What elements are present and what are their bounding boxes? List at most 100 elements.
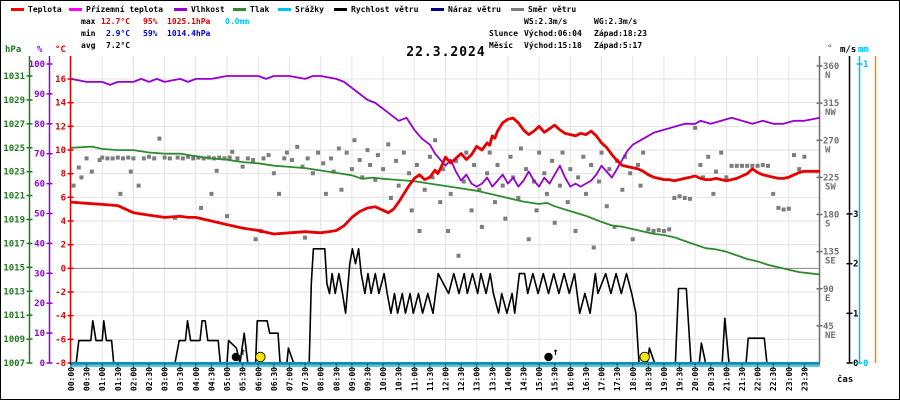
svg-text:16: 16 xyxy=(55,75,66,85)
svg-text:14: 14 xyxy=(55,99,66,109)
svg-text:05:30: 05:30 xyxy=(239,367,248,391)
svg-text:1009: 1009 xyxy=(3,335,25,345)
svg-text:04:30: 04:30 xyxy=(207,367,216,391)
legend-swatch xyxy=(233,8,246,11)
sunrise-icon xyxy=(255,351,266,363)
wind-direction-scatter xyxy=(71,125,807,258)
svg-text:02:00: 02:00 xyxy=(129,367,138,391)
svg-text:60: 60 xyxy=(34,180,45,190)
stat-value: avg xyxy=(81,41,96,50)
svg-text:09:30: 09:30 xyxy=(363,367,372,391)
stat-value: 59% xyxy=(143,29,158,38)
legend-swatch xyxy=(431,8,444,11)
legend-label: Tlak xyxy=(250,5,270,14)
stat-value: 7.2°C xyxy=(106,41,131,50)
svg-text:10: 10 xyxy=(55,146,66,156)
svg-text:↑: ↑ xyxy=(552,347,558,358)
svg-text:05:00: 05:00 xyxy=(223,367,232,391)
svg-text:1031: 1031 xyxy=(3,72,25,82)
svg-text:mm: mm xyxy=(858,45,869,55)
legend-item-2: Vlhkost xyxy=(174,5,225,15)
svg-text:90: 90 xyxy=(34,90,45,100)
legend-swatch xyxy=(511,8,524,11)
svg-text:1027: 1027 xyxy=(3,120,25,130)
svg-text:m/s: m/s xyxy=(840,45,856,55)
svg-text:09:00: 09:00 xyxy=(348,367,357,391)
astro-markers: ↑ ↑ xyxy=(231,347,651,363)
astro-value: Slunce xyxy=(489,29,518,38)
stat-value: min xyxy=(81,29,96,38)
svg-text:1011: 1011 xyxy=(3,311,25,321)
svg-text:22:00: 22:00 xyxy=(754,367,763,391)
legend-label: Směr větru xyxy=(528,5,577,14)
svg-text:NE: NE xyxy=(825,331,836,341)
svg-text:0: 0 xyxy=(853,359,858,369)
sunset-icon xyxy=(639,351,651,363)
astro-value: WS:2.3m/s xyxy=(524,17,568,26)
svg-text:45: 45 xyxy=(823,322,834,332)
svg-text:4: 4 xyxy=(61,217,67,227)
svg-text:19:30: 19:30 xyxy=(676,367,685,391)
svg-text:90: 90 xyxy=(823,285,834,295)
svg-text:04:00: 04:00 xyxy=(192,367,201,391)
legend-swatch xyxy=(174,8,187,11)
svg-text:0: 0 xyxy=(863,359,868,369)
svg-text:1017: 1017 xyxy=(3,239,25,249)
legend-item-4: Srážky xyxy=(278,5,324,15)
stat-value: max xyxy=(81,17,96,26)
svg-text:1013: 1013 xyxy=(3,287,25,297)
svg-text:08:30: 08:30 xyxy=(332,367,341,391)
svg-text:10: 10 xyxy=(34,329,45,339)
svg-text:01:00: 01:00 xyxy=(98,367,107,391)
svg-text:8: 8 xyxy=(61,170,66,180)
svg-text:270: 270 xyxy=(823,136,839,146)
legend-label: Přízemní teplota xyxy=(86,5,164,14)
humidity-line xyxy=(70,75,821,188)
svg-text:07:30: 07:30 xyxy=(301,367,310,391)
svg-text:11:30: 11:30 xyxy=(426,367,435,391)
svg-text:1: 1 xyxy=(853,309,858,319)
svg-text:180: 180 xyxy=(823,211,839,221)
svg-text:00:00: 00:00 xyxy=(67,367,76,391)
svg-text:03:00: 03:00 xyxy=(161,367,170,391)
svg-text:S: S xyxy=(825,220,830,230)
svg-text:22:30: 22:30 xyxy=(769,367,778,391)
svg-text:12:30: 12:30 xyxy=(457,367,466,391)
legend-item-1: Přízemní teplota xyxy=(69,5,163,15)
svg-text:-6: -6 xyxy=(55,335,66,345)
svg-text:20:00: 20:00 xyxy=(691,367,700,391)
svg-text:2: 2 xyxy=(61,241,66,251)
svg-text:17:30: 17:30 xyxy=(613,367,622,391)
svg-text:100: 100 xyxy=(29,60,45,70)
astro-value: Východ:15:18 xyxy=(524,41,582,50)
svg-text:-2: -2 xyxy=(55,288,66,298)
svg-text:1: 1 xyxy=(863,60,868,70)
svg-text:08:00: 08:00 xyxy=(317,367,326,391)
svg-text:225: 225 xyxy=(823,173,839,183)
svg-text:13:30: 13:30 xyxy=(488,367,497,391)
svg-text:23:00: 23:00 xyxy=(785,367,794,391)
svg-text:-4: -4 xyxy=(55,312,66,322)
svg-text:°: ° xyxy=(827,44,832,54)
svg-text:1025: 1025 xyxy=(3,144,25,154)
stat-value: 1014.4hPa xyxy=(167,29,211,38)
legend-item-3: Tlak xyxy=(233,5,269,15)
svg-text:SE: SE xyxy=(825,257,836,267)
svg-text:17:00: 17:00 xyxy=(598,367,607,391)
astro-value: Západ:5:17 xyxy=(594,41,643,50)
legend-item-0: Teplota xyxy=(11,5,62,15)
svg-text:16:00: 16:00 xyxy=(566,367,575,391)
svg-text:14:00: 14:00 xyxy=(504,367,513,391)
astro-value: WG:2.3m/s xyxy=(594,17,638,26)
svg-text:SW: SW xyxy=(825,182,836,192)
legend-label: Vlhkost xyxy=(191,5,225,14)
svg-text:1007: 1007 xyxy=(3,359,25,369)
moonrise-icon xyxy=(544,352,553,362)
svg-text:360: 360 xyxy=(823,62,839,72)
svg-text:18:00: 18:00 xyxy=(629,367,638,391)
svg-text:°C: °C xyxy=(55,45,66,55)
pressure-line xyxy=(70,145,821,276)
legend-swatch xyxy=(278,8,291,11)
svg-text:12:00: 12:00 xyxy=(442,367,451,391)
